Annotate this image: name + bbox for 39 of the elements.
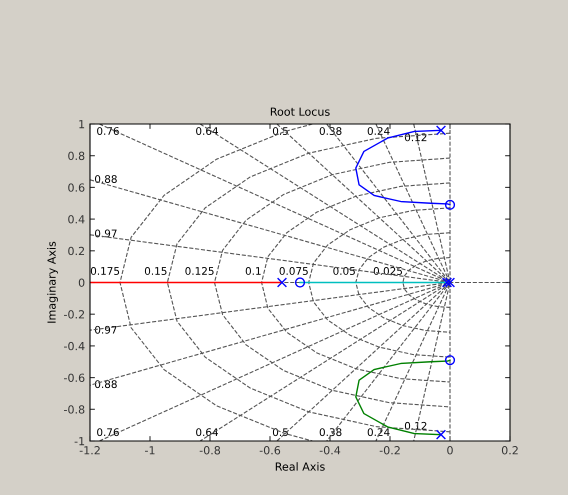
x-tick-label: -1 xyxy=(145,446,155,454)
annotation: 0.76 xyxy=(97,127,119,135)
x-tick-label: -0.6 xyxy=(260,446,280,454)
y-tick-label: 0.8 xyxy=(68,152,84,160)
y-tick-label: 0.6 xyxy=(68,183,84,192)
y-tick-label: -1 xyxy=(74,437,84,446)
x-tick-label: -0.4 xyxy=(320,446,340,454)
y-tick-label: 1 xyxy=(79,120,84,128)
x-axis-title: Real Axis xyxy=(276,462,325,471)
annotation: 0.24 xyxy=(368,127,390,135)
x-tick-label: -1.2 xyxy=(80,446,100,454)
annotation: 0.97 xyxy=(94,326,117,334)
annotation: 0.97 xyxy=(94,229,117,238)
y-tick-label: -0.8 xyxy=(64,405,84,414)
x-tick-label: 0 xyxy=(447,446,453,454)
x-tick-label: 0.2 xyxy=(502,446,518,454)
x-tick-label: -0.8 xyxy=(200,446,220,454)
annotation: 0.76 xyxy=(97,428,119,436)
annotation: 0.025 xyxy=(374,267,402,275)
y-tick-label: 0.2 xyxy=(68,246,84,256)
y-axis-title: Imaginary Axis xyxy=(47,242,58,323)
annotation: 0.125 xyxy=(185,267,214,275)
y-tick-label: 0.4 xyxy=(68,215,85,224)
annotation: 0.175 xyxy=(90,267,120,275)
y-tick-label: -0.6 xyxy=(64,374,84,382)
annotation: 0.38 xyxy=(320,428,342,436)
chart-title: Root Locus xyxy=(270,108,330,116)
annotation: 0.88 xyxy=(94,175,117,183)
annotation: 0.075 xyxy=(280,267,308,275)
y-tick-label: -0.4 xyxy=(64,342,85,350)
annotation: 0.1 xyxy=(246,267,261,275)
annotation: 0.64 xyxy=(196,428,218,436)
y-tick-label: -0.2 xyxy=(64,310,84,319)
x-tick-label: -0.2 xyxy=(380,446,400,454)
annotation: 0.88 xyxy=(94,380,117,388)
y-tick-label: 0 xyxy=(78,278,84,287)
annotation: 0.24 xyxy=(368,428,390,436)
annotation: 0.38 xyxy=(320,127,342,135)
annotation: 0.15 xyxy=(144,267,166,275)
